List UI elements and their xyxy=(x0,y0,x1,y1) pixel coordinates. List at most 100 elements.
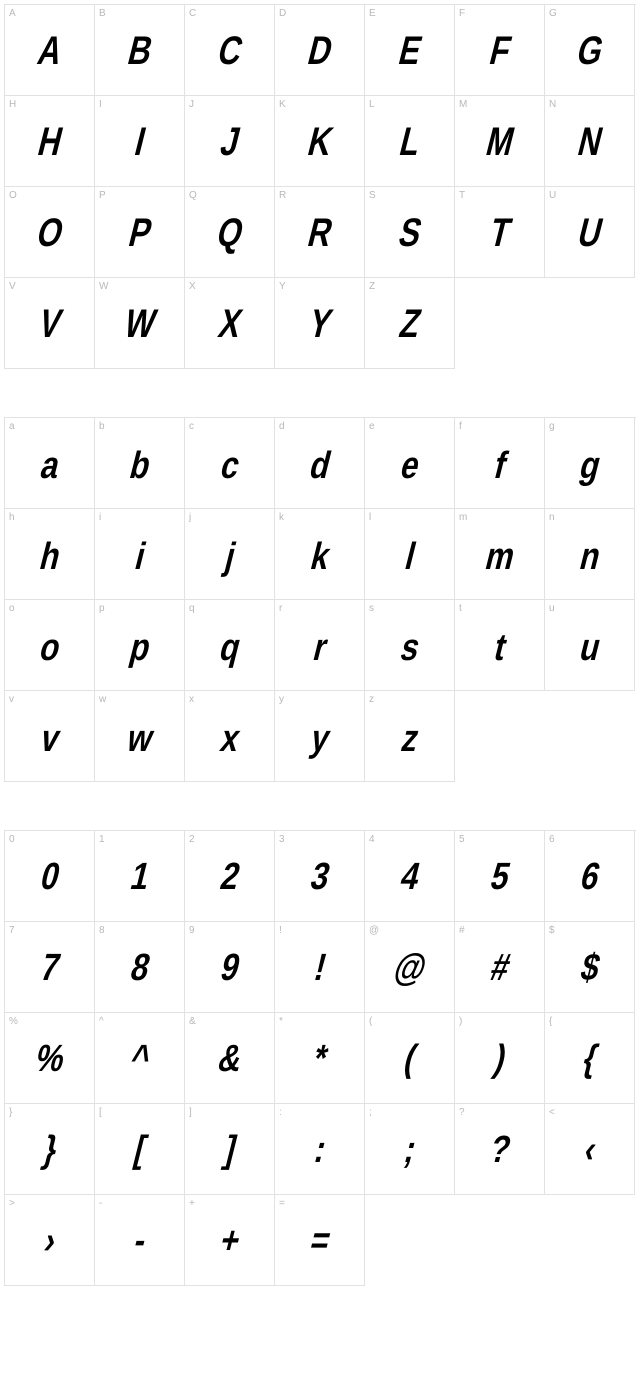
cell-label: < xyxy=(549,1107,555,1118)
glyph-display: ! xyxy=(310,949,329,987)
cell-label: x xyxy=(189,694,194,705)
cell-label: p xyxy=(99,603,105,614)
cell-label: A xyxy=(9,8,16,19)
glyph-cell: nn xyxy=(545,509,635,600)
cell-label: 6 xyxy=(549,834,555,845)
glyph-display: f xyxy=(490,447,509,485)
glyph-display: k xyxy=(307,538,333,576)
cell-label: S xyxy=(369,190,376,201)
glyph-cell: ee xyxy=(365,418,455,509)
glyph-display: G xyxy=(573,31,606,71)
glyph-display: Z xyxy=(395,304,423,344)
cell-label: L xyxy=(369,99,375,110)
cell-label: r xyxy=(279,603,282,614)
glyph-cell: HH xyxy=(5,96,95,187)
glyph-cell: II xyxy=(95,96,185,187)
glyph-display: q xyxy=(216,629,244,667)
glyph-cell: aa xyxy=(5,418,95,509)
cell-label: k xyxy=(279,512,284,523)
glyph-cell: UU xyxy=(545,187,635,278)
cell-label: c xyxy=(189,421,194,432)
glyph-display: [ xyxy=(130,1131,149,1169)
glyph-cell: 66 xyxy=(545,831,635,922)
glyph-display: 0 xyxy=(37,858,63,896)
glyph-display: m xyxy=(481,538,517,576)
cell-label: ( xyxy=(369,1016,372,1027)
glyph-display: : xyxy=(310,1131,329,1169)
glyph-cell: ** xyxy=(275,1013,365,1104)
glyph-cell: GG xyxy=(545,5,635,96)
glyph-display: x xyxy=(217,720,243,758)
glyph-display: B xyxy=(124,31,156,71)
glyph-display: ( xyxy=(400,1040,419,1078)
cell-label: G xyxy=(549,8,557,19)
glyph-display: ] xyxy=(220,1131,239,1169)
glyph-display: M xyxy=(482,122,517,162)
cell-label: * xyxy=(279,1016,283,1027)
glyph-grid: 00112233445566778899!!@@##$$%%^^&&**(())… xyxy=(4,830,636,1286)
cell-label: d xyxy=(279,421,285,432)
glyph-display: $ xyxy=(577,949,603,987)
glyph-cell: ?? xyxy=(455,1104,545,1195)
cell-label: D xyxy=(279,8,286,19)
glyph-display: 7 xyxy=(37,949,63,987)
section-uppercase: AABBCCDDEEFFGGHHIIJJKKLLMMNNOOPPQQRRSSTT… xyxy=(4,4,636,369)
glyph-display: 3 xyxy=(307,858,333,896)
cell-label: ] xyxy=(189,1107,192,1118)
glyph-cell: 55 xyxy=(455,831,545,922)
cell-label: P xyxy=(99,190,106,201)
glyph-cell: YY xyxy=(275,278,365,369)
glyph-cell: }} xyxy=(5,1104,95,1195)
glyph-display: W xyxy=(120,304,159,344)
glyph-cell: WW xyxy=(95,278,185,369)
glyph-display: p xyxy=(126,629,154,667)
cell-label: 9 xyxy=(189,925,195,936)
cell-label: = xyxy=(279,1198,285,1209)
glyph-display: h xyxy=(36,538,64,576)
glyph-cell: 33 xyxy=(275,831,365,922)
glyph-cell: <‹ xyxy=(545,1104,635,1195)
glyph-cell: == xyxy=(275,1195,365,1286)
glyph-display: * xyxy=(309,1040,330,1078)
glyph-cell: SS xyxy=(365,187,455,278)
glyph-cell: -- xyxy=(95,1195,185,1286)
glyph-display: e xyxy=(397,447,423,485)
cell-label: 8 xyxy=(99,925,105,936)
glyph-cell: ++ xyxy=(185,1195,275,1286)
cell-label: & xyxy=(189,1016,196,1027)
glyph-cell: BB xyxy=(95,5,185,96)
cell-label: b xyxy=(99,421,105,432)
cell-label: Z xyxy=(369,281,375,292)
glyph-cell: @@ xyxy=(365,922,455,1013)
glyph-display: U xyxy=(574,213,606,253)
glyph-display: a xyxy=(37,447,63,485)
glyph-cell: uu xyxy=(545,600,635,691)
glyph-display: } xyxy=(39,1131,60,1169)
glyph-display: A xyxy=(34,31,66,71)
cell-label: a xyxy=(9,421,15,432)
cell-label: l xyxy=(369,512,371,523)
cell-label: B xyxy=(99,8,106,19)
glyph-display: Y xyxy=(304,304,334,344)
glyph-cell: zz xyxy=(365,691,455,782)
glyph-cell: ## xyxy=(455,922,545,1013)
glyph-display: ) xyxy=(490,1040,509,1078)
glyph-cell: dd xyxy=(275,418,365,509)
glyph-cell: MM xyxy=(455,96,545,187)
glyph-cell: jj xyxy=(185,509,275,600)
cell-label: % xyxy=(9,1016,18,1027)
cell-label: ^ xyxy=(99,1016,104,1027)
glyph-cell: tt xyxy=(455,600,545,691)
cell-label: O xyxy=(9,190,17,201)
glyph-display: 4 xyxy=(397,858,423,896)
glyph-cell: 44 xyxy=(365,831,455,922)
glyph-cell: %% xyxy=(5,1013,95,1104)
glyph-cell: OO xyxy=(5,187,95,278)
glyph-display: ; xyxy=(400,1131,419,1169)
cell-label: g xyxy=(549,421,555,432)
glyph-display: - xyxy=(130,1222,149,1260)
glyph-display: & xyxy=(214,1040,245,1078)
cell-label: N xyxy=(549,99,556,110)
glyph-display: L xyxy=(395,122,423,162)
cell-label: { xyxy=(549,1016,552,1027)
